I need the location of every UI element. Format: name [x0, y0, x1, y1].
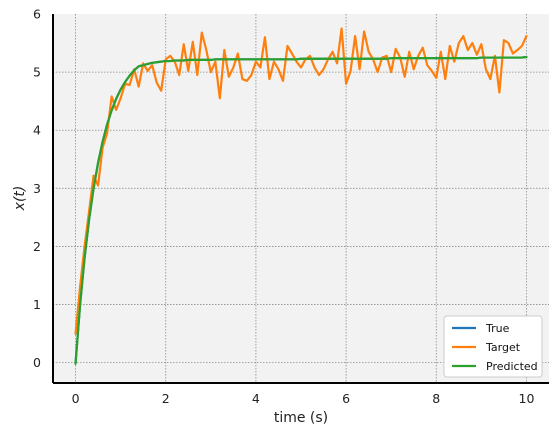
y-tick-label: 3 — [33, 181, 41, 196]
y-tick-label: 1 — [33, 297, 41, 312]
series-line-target — [74, 27, 528, 335]
x-tick-label: 4 — [252, 391, 260, 406]
y-axis-ticks: 0 1 2 3 4 5 6 — [33, 7, 41, 371]
y-tick-label: 0 — [33, 355, 41, 370]
legend-label-predicted: Predicted — [486, 360, 538, 373]
y-tick-label: 2 — [33, 239, 41, 254]
legend-box — [443, 315, 543, 378]
legend-label-target: Target — [485, 341, 521, 354]
y-tick-label: 5 — [33, 65, 41, 80]
legend: True Target Predicted — [443, 315, 543, 378]
legend-label-true: True — [485, 322, 510, 335]
x-axis-ticks: 0 2 4 6 8 10 — [72, 391, 535, 406]
y-axis-label: x(t) — [12, 186, 28, 212]
y-tick-label: 4 — [33, 123, 41, 138]
y-tick-label: 6 — [33, 7, 41, 22]
x-tick-label: 8 — [432, 391, 440, 406]
x-tick-label: 2 — [162, 391, 170, 406]
series-layer — [74, 27, 528, 365]
x-tick-label: 6 — [342, 391, 350, 406]
x-axis-label: time (s) — [274, 410, 328, 426]
x-tick-label: 10 — [519, 391, 535, 406]
x-tick-label: 0 — [72, 391, 80, 406]
series-line-predicted — [74, 55, 528, 365]
